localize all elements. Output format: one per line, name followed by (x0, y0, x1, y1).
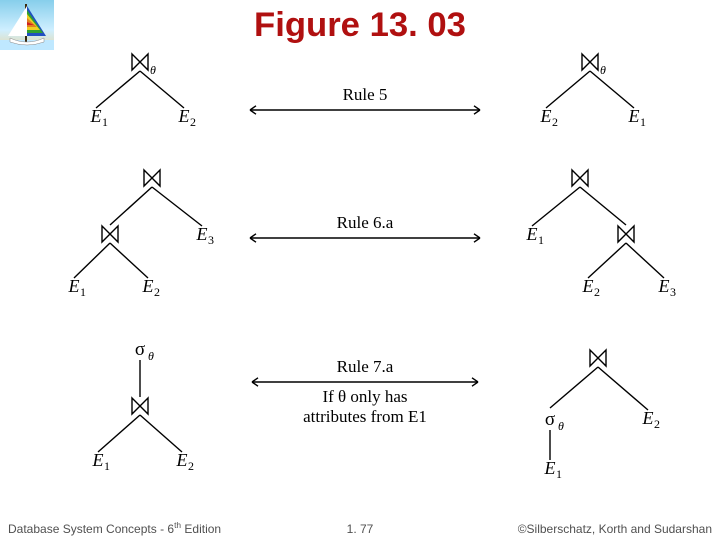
svg-text:E: E (90, 106, 102, 126)
svg-text:E: E (544, 458, 556, 478)
svg-text:E: E (658, 276, 670, 296)
diagram-stage: Rule 5θE1E2θE2E1Rule 6.aE3E1E2E1E2E3Rule… (60, 48, 692, 514)
svg-text:3: 3 (670, 285, 676, 299)
slide-title: Figure 13. 03 (254, 6, 466, 45)
svg-text:2: 2 (188, 459, 194, 473)
svg-text:1: 1 (102, 115, 108, 129)
svg-text:2: 2 (154, 285, 160, 299)
svg-text:2: 2 (552, 115, 558, 129)
footer-right: ©Silberschatz, Korth and Sudarshan (518, 522, 712, 536)
svg-text:E: E (142, 276, 154, 296)
svg-text:θ: θ (600, 63, 606, 77)
svg-text:1: 1 (538, 233, 544, 247)
svg-text:2: 2 (190, 115, 196, 129)
svg-text:σ: σ (135, 339, 145, 360)
svg-text:3: 3 (208, 233, 214, 247)
svg-text:1: 1 (640, 115, 646, 129)
svg-text:E: E (178, 106, 190, 126)
svg-text:E: E (526, 224, 538, 244)
sailboat-logo (0, 0, 54, 50)
svg-text:σ: σ (545, 409, 555, 430)
svg-text:E: E (628, 106, 640, 126)
svg-text:2: 2 (654, 417, 660, 431)
svg-text:E: E (540, 106, 552, 126)
svg-text:E: E (642, 408, 654, 428)
footer-center: 1. 77 (347, 522, 374, 536)
footer: Database System Concepts - 6th Edition 1… (0, 518, 720, 536)
svg-text:1: 1 (104, 459, 110, 473)
svg-text:E: E (582, 276, 594, 296)
svg-text:2: 2 (594, 285, 600, 299)
footer-left: Database System Concepts - 6th Edition (8, 520, 221, 536)
svg-text:θ: θ (150, 63, 156, 77)
svg-text:attributes from E1: attributes from E1 (303, 407, 427, 426)
svg-text:Rule 7.a: Rule 7.a (337, 357, 394, 376)
svg-text:θ: θ (148, 349, 154, 363)
svg-text:If θ only has: If θ only has (322, 387, 407, 406)
svg-text:E: E (176, 450, 188, 470)
slide-title-text: Figure 13. 03 (254, 6, 466, 44)
svg-text:θ: θ (558, 419, 564, 433)
svg-text:E: E (196, 224, 208, 244)
svg-text:E: E (92, 450, 104, 470)
svg-text:E: E (68, 276, 80, 296)
svg-text:Rule 6.a: Rule 6.a (337, 213, 394, 232)
svg-text:Rule 5: Rule 5 (343, 85, 388, 104)
svg-text:1: 1 (556, 467, 562, 481)
svg-text:1: 1 (80, 285, 86, 299)
